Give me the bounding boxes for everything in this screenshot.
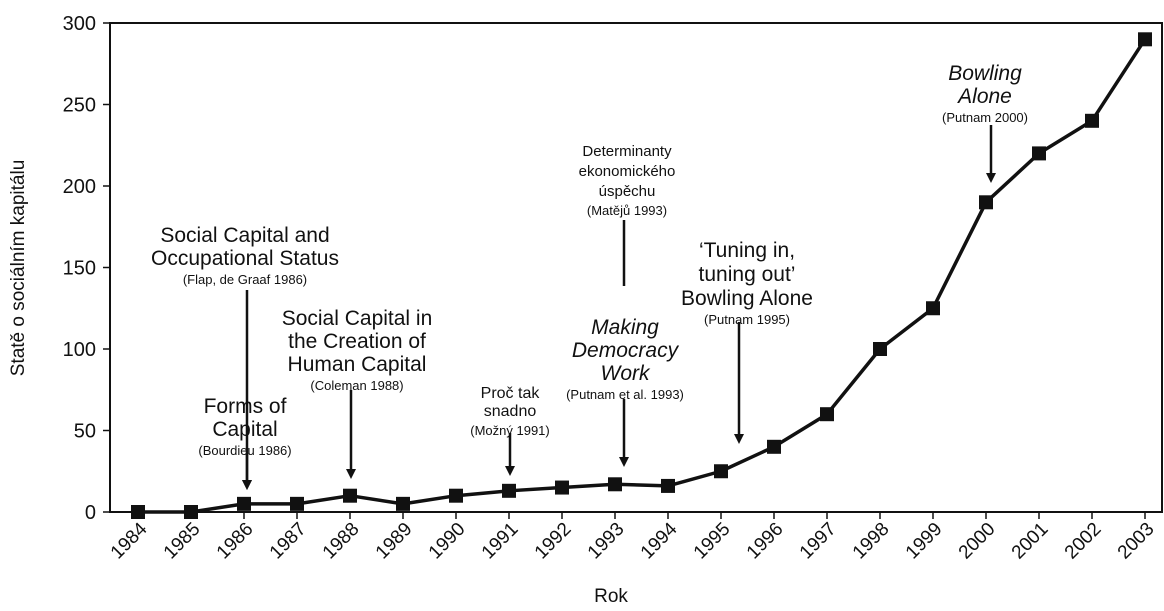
data-point	[1085, 113, 1099, 128]
data-point	[502, 483, 516, 498]
data-point	[661, 478, 675, 493]
annotation-title-line: Occupational Status	[151, 247, 339, 270]
annotation-citation: (Putnam et al. 1993)	[566, 387, 684, 402]
x-tick-label: 1997	[796, 519, 841, 564]
data-point	[873, 342, 887, 356]
x-tick-label: 1993	[584, 519, 629, 564]
annotation-citation: (Matějů 1993)	[587, 203, 667, 218]
series-line	[138, 38, 1147, 514]
data-point	[608, 477, 622, 492]
annotation-title-line: úspěchu	[599, 183, 656, 200]
data-point	[237, 496, 251, 511]
y-tick-label: 150	[63, 258, 96, 280]
x-tick-label: 1984	[107, 518, 152, 563]
y-tick-label: 250	[63, 95, 96, 117]
annotation-title-line: the Creation of	[288, 330, 426, 353]
annotation-citation: (Putnam 2000)	[942, 110, 1028, 125]
x-tick-label: 1989	[372, 519, 417, 564]
x-tick-label: 1999	[902, 519, 947, 564]
annotation-title-line: Alone	[956, 85, 1012, 108]
data-point	[343, 488, 357, 503]
data-point	[555, 480, 569, 495]
annotation-title-line: Making	[591, 316, 659, 339]
data-point	[184, 505, 198, 519]
annotation-title-line: Democracy	[572, 339, 680, 362]
y-tick-label: 300	[63, 13, 96, 35]
y-tick-label: 0	[85, 502, 96, 524]
x-tick-label: 2001	[1008, 519, 1053, 564]
annotation-title-line: Human Capital	[288, 353, 427, 376]
data-point	[1032, 146, 1046, 161]
annotation-title-line: Social Capital and	[160, 224, 329, 247]
x-tick-label: 2002	[1061, 519, 1106, 564]
annotation-title-line: ‘Tuning in,	[699, 239, 795, 262]
annotation-title-line: Forms of	[204, 395, 287, 418]
annotation-title-line: Bowling Alone	[681, 287, 813, 310]
annotation-title-line: Proč tak	[481, 385, 541, 402]
x-tick-label: 1994	[637, 518, 682, 563]
annotation-citation: (Flap, de Graaf 1986)	[183, 272, 307, 287]
x-tick-label: 2003	[1114, 519, 1159, 564]
data-point	[979, 195, 993, 210]
x-tick-label: 1987	[266, 519, 311, 564]
y-tick-label: 200	[63, 176, 96, 198]
x-tick-label: 1990	[425, 519, 470, 564]
annotation-citation: (Putnam 1995)	[704, 312, 790, 327]
y-axis-label: Statě o sociálním kapitálu	[8, 160, 29, 377]
annotation-title-line: ekonomického	[579, 163, 676, 180]
x-tick-label: 1985	[160, 519, 205, 564]
x-tick-label: 1988	[319, 519, 364, 564]
y-tick-label: 100	[63, 339, 96, 361]
annotation: ‘Tuning in,tuning out’Bowling Alone (Putn…	[681, 239, 813, 444]
data-point	[131, 505, 145, 519]
x-tick-label: 1992	[531, 519, 576, 564]
x-tick-label: 1996	[743, 519, 788, 564]
annotation-title-line: Determinanty	[582, 143, 672, 160]
x-axis-label: Rok	[594, 586, 628, 607]
annotation-citation: (Bourdieu 1986)	[198, 443, 291, 458]
annotation-citation: (Coleman 1988)	[310, 378, 403, 393]
annotation-title-line: tuning out’	[699, 263, 796, 286]
annotation-citation: (Možný 1991)	[470, 423, 549, 438]
x-tick-label: 1986	[213, 519, 258, 564]
y-tick-label: 50	[74, 421, 96, 443]
data-point	[926, 301, 940, 316]
data-point	[820, 407, 834, 422]
data-point	[290, 496, 304, 511]
data-point	[1138, 32, 1152, 47]
x-tick-label: 1991	[478, 519, 523, 564]
annotation-title-line: Work	[601, 362, 651, 385]
x-tick-label: 1998	[849, 519, 894, 564]
data-point	[396, 496, 410, 511]
x-tick-label: 2000	[955, 519, 1000, 564]
annotation-title-line: Social Capital in	[282, 307, 433, 330]
data-point	[767, 439, 781, 454]
data-point	[449, 488, 463, 503]
annotation: Determinanty ekonomického úspěchu (Matějů 1…	[579, 143, 676, 286]
data-point	[714, 464, 728, 479]
annotation-title-line: snadno	[484, 403, 537, 420]
annotation-title-line: Capital	[212, 418, 277, 441]
annotation-title-line: Bowling	[948, 62, 1022, 85]
x-tick-label: 1995	[690, 519, 735, 564]
data-series	[131, 32, 1152, 519]
